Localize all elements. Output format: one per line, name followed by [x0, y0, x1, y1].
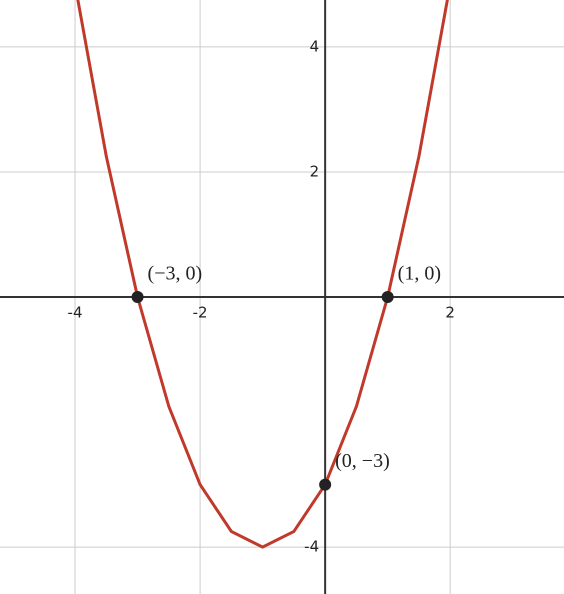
y-tick-label: 4 — [310, 37, 320, 55]
x-tick-label: -4 — [68, 304, 83, 322]
point-label: (−3, 0) — [148, 263, 203, 285]
x-tick-label: 2 — [445, 304, 455, 322]
point-label: (1, 0) — [398, 263, 441, 285]
y-tick-label: -4 — [304, 538, 319, 556]
point — [131, 291, 144, 303]
x-tick-label: -2 — [193, 304, 208, 322]
y-tick-label: 2 — [310, 162, 320, 180]
point — [319, 478, 332, 491]
point-label: (0, −3) — [335, 450, 390, 472]
curve — [76, 0, 449, 549]
point — [381, 291, 394, 303]
